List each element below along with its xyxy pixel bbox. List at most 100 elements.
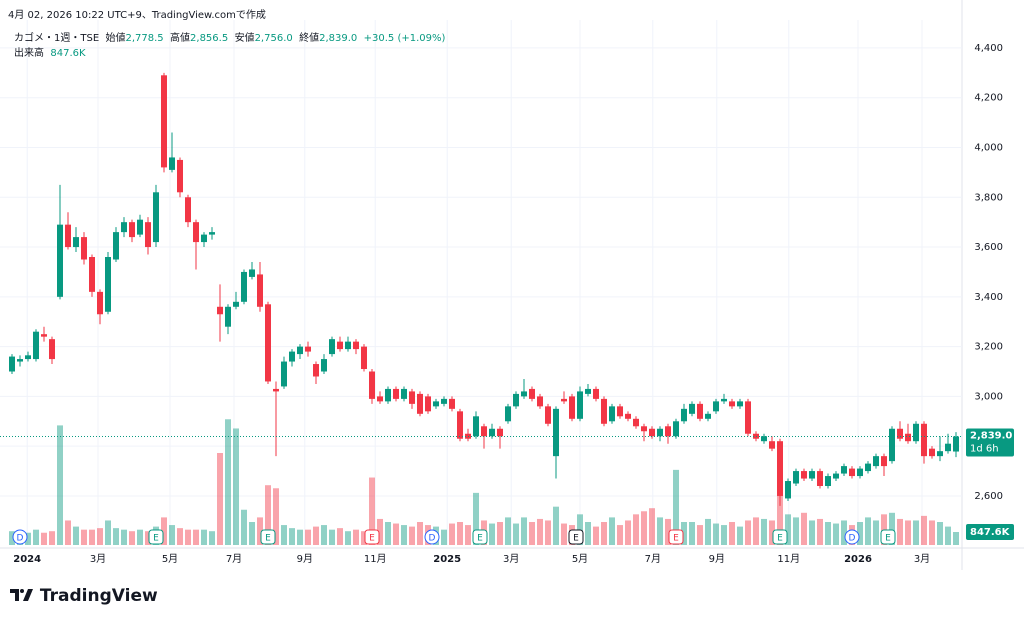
y-tick-label: 4,400 <box>974 43 1003 54</box>
x-tick-label: 7月 <box>645 553 661 565</box>
candle-body <box>665 426 671 437</box>
candle-body <box>121 222 127 233</box>
volume-bar <box>777 486 783 545</box>
brand-logo <box>10 589 33 601</box>
candle-body <box>609 406 615 422</box>
volume-bar <box>713 523 719 545</box>
volume-bar <box>761 518 767 545</box>
candle-body <box>649 428 655 437</box>
volume-bar <box>305 529 311 545</box>
candle-body <box>457 411 463 439</box>
candle-body <box>449 398 455 409</box>
candle-body <box>681 408 687 422</box>
volume-bar <box>201 529 207 545</box>
volume-bar <box>529 522 535 545</box>
candle-body <box>169 157 175 170</box>
volume-bar <box>521 517 527 545</box>
volume-bar <box>785 514 791 545</box>
candle-body <box>409 391 415 404</box>
candle-body <box>617 406 623 417</box>
volume-bar <box>929 520 935 545</box>
candle-body <box>601 398 607 424</box>
brand: TradingView <box>10 586 158 606</box>
candle-body <box>865 463 871 472</box>
candle-body <box>9 356 15 372</box>
candle-body <box>97 291 103 315</box>
candle-body <box>185 197 191 223</box>
x-tick-label: 11月 <box>777 553 800 565</box>
y-tick-label: 3,400 <box>974 292 1003 303</box>
candle-body <box>913 423 919 442</box>
volume-bar <box>289 528 295 545</box>
candle-body <box>41 334 47 337</box>
candle-body <box>329 339 335 355</box>
candle-body <box>673 421 679 437</box>
volume-bar <box>753 517 759 545</box>
x-tick-label: 9月 <box>297 553 313 565</box>
volume-bar <box>185 529 191 545</box>
candle-body <box>929 448 935 457</box>
volume-bar <box>297 529 303 545</box>
candle-body <box>273 388 279 392</box>
x-tick-label: 3月 <box>914 553 930 565</box>
candle-body <box>377 396 383 402</box>
volume-bar <box>593 526 599 545</box>
volume-bar <box>769 520 775 545</box>
volume-bar <box>41 532 47 545</box>
candle-body <box>545 406 551 424</box>
candle-body <box>81 237 87 260</box>
event-label: E <box>369 534 375 544</box>
volume-bar <box>905 520 911 545</box>
volume-bar <box>697 525 703 545</box>
candle-body <box>849 468 855 477</box>
volume-bar <box>105 520 111 545</box>
volume-bar <box>601 522 607 545</box>
candle-body <box>937 451 943 457</box>
event-marker <box>844 529 860 545</box>
volume-bar <box>33 529 39 545</box>
event-marker <box>472 529 488 545</box>
volume-bar <box>537 518 543 545</box>
candle-body <box>105 257 111 312</box>
candle-body <box>769 441 775 449</box>
candle-body <box>433 401 439 407</box>
volume-bar <box>449 523 455 545</box>
volume-bar <box>873 520 879 545</box>
volume-bar <box>641 511 647 545</box>
candle-body <box>265 304 271 382</box>
candle-body <box>417 393 423 414</box>
candle-body <box>289 351 295 362</box>
volume-label: 出来高 <box>14 48 44 59</box>
event-marker <box>568 529 584 545</box>
volume-bar <box>857 522 863 545</box>
change: +30.5 (+1.09%) <box>363 33 446 44</box>
volume-bar <box>553 506 559 545</box>
candle-body <box>577 391 583 419</box>
brand-name: TradingView <box>39 586 158 606</box>
event-marker <box>260 529 276 545</box>
candle-body <box>17 359 23 362</box>
candle-body <box>521 391 527 397</box>
volume-bar <box>137 529 143 545</box>
volume-bar <box>505 517 511 545</box>
volume-bar <box>9 531 15 545</box>
volume-bar <box>169 525 175 545</box>
candle-body <box>57 224 63 297</box>
candle-body <box>561 398 567 402</box>
candle-body <box>817 471 823 487</box>
candle-body <box>33 331 39 360</box>
close: 2,839.0 <box>319 33 358 44</box>
last-price-label: 2,839.0 <box>970 430 1012 441</box>
candle-body <box>73 237 79 248</box>
volume-bar <box>57 425 63 545</box>
candle-body <box>89 257 95 292</box>
volume-bar <box>705 518 711 545</box>
event-marker <box>772 529 788 545</box>
candle-body <box>825 476 831 487</box>
candle-body <box>233 301 239 307</box>
volume-bar <box>49 531 55 545</box>
candle-body <box>585 388 591 394</box>
candle-body <box>625 413 631 419</box>
candle-body <box>889 428 895 462</box>
